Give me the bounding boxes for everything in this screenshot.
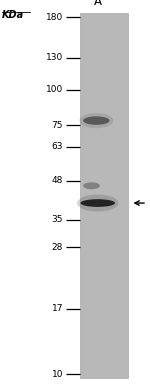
Ellipse shape [77, 194, 118, 211]
Text: KDa: KDa [2, 10, 24, 20]
Text: 35: 35 [51, 215, 63, 224]
Ellipse shape [79, 113, 113, 128]
Bar [80, 13, 128, 378]
Text: A: A [93, 0, 102, 8]
Text: 28: 28 [52, 243, 63, 251]
Text: 75: 75 [51, 121, 63, 130]
Text: 63: 63 [51, 142, 63, 151]
Text: 10: 10 [51, 370, 63, 379]
Text: 100: 100 [46, 85, 63, 94]
Text: 17: 17 [51, 304, 63, 313]
Ellipse shape [80, 199, 115, 207]
Ellipse shape [83, 116, 110, 125]
Text: 130: 130 [46, 53, 63, 62]
Text: 180: 180 [46, 13, 63, 22]
Text: 48: 48 [52, 176, 63, 185]
Ellipse shape [83, 182, 100, 189]
